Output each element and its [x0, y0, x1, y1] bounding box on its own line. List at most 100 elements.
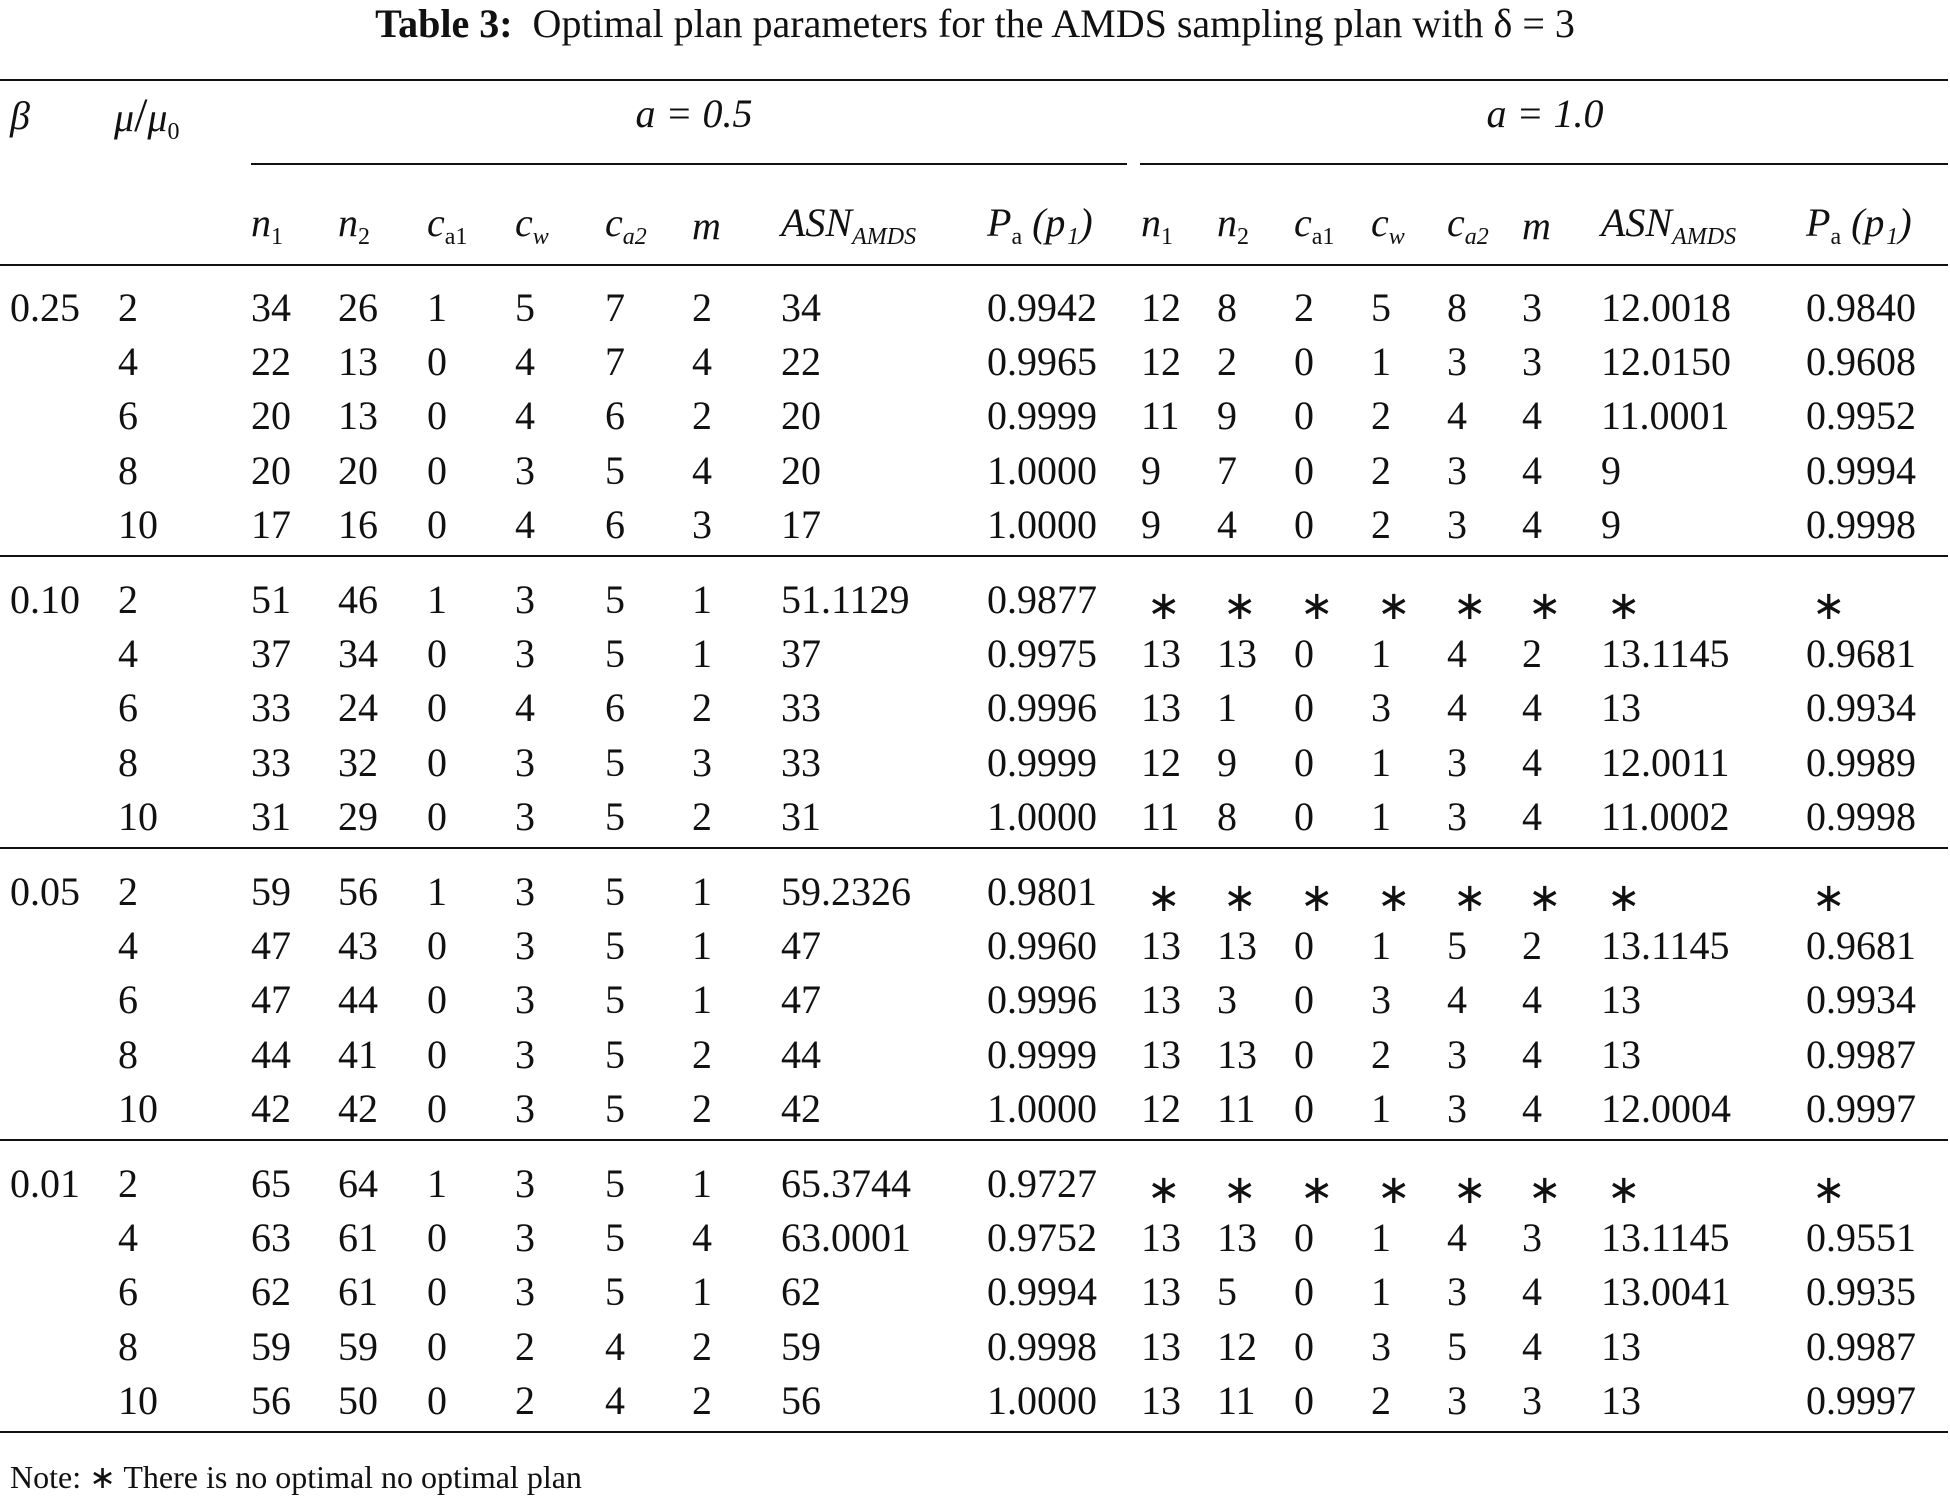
table-cell: 0: [427, 501, 447, 547]
table-cell: ∗: [1453, 583, 1487, 628]
table-cell: 0.9999: [987, 1031, 1097, 1077]
table-cell: 3: [1447, 1085, 1467, 1131]
table-cell: 2: [1371, 447, 1391, 493]
table-cell: 5: [605, 739, 625, 785]
table-cell: 6: [118, 685, 138, 731]
table-cell: 61: [338, 1215, 378, 1261]
table-cell: 12: [1141, 739, 1181, 785]
table-cell: ∗: [1377, 875, 1411, 920]
table-cell: 1: [692, 977, 712, 1023]
column-tail: (p₁): [1841, 200, 1912, 245]
table-cell: ∗: [1528, 583, 1562, 628]
table-cell: 1: [1371, 739, 1391, 785]
table-cell: 2: [1522, 923, 1542, 969]
table-cell: 13: [1141, 977, 1181, 1023]
table-cell: 2: [1371, 393, 1391, 439]
table-cell: 2: [692, 1377, 712, 1423]
table-cell: 0: [1294, 501, 1314, 547]
table-cell: 64: [338, 1161, 378, 1206]
table-cell: ∗: [1147, 583, 1181, 628]
table-cell: 0.9551: [1806, 1215, 1916, 1261]
table-cell: 5: [605, 1085, 625, 1131]
table-cell: 62: [781, 1269, 821, 1315]
table-cell: 37: [251, 631, 291, 677]
table-cell: ∗: [1453, 875, 1487, 920]
column-base: m: [692, 203, 721, 248]
table-cell: 3: [1447, 1269, 1467, 1315]
table-cell: 0: [427, 1031, 447, 1077]
table-cell: 0: [1294, 793, 1314, 839]
table-cell: 0: [1294, 1323, 1314, 1369]
table-cell: 2: [692, 685, 712, 731]
table-cell: 1: [692, 923, 712, 969]
table-cell: 5: [605, 869, 625, 914]
table-cell: 0.9975: [987, 631, 1097, 677]
table-cell: 5: [1217, 1269, 1237, 1315]
table-cell: 24: [338, 685, 378, 731]
table-cell: 0: [427, 923, 447, 969]
table-cell: 0.9999: [987, 739, 1097, 785]
table-cell: 13: [1141, 923, 1181, 969]
column-header: ca2: [1447, 200, 1489, 250]
column-sub: a2: [1464, 224, 1489, 250]
column-header: ca1: [1294, 203, 1334, 250]
column-header: ASNAMDS: [781, 203, 916, 250]
table-cell: 2: [692, 1323, 712, 1369]
column-sub: a1: [444, 224, 468, 250]
table-cell: ∗: [1528, 1167, 1562, 1212]
table-cell: 22: [781, 339, 821, 385]
table-cell: 2: [692, 285, 712, 330]
table-cell: 10: [118, 793, 158, 839]
column-base: c: [427, 200, 445, 245]
table-cell: ∗: [1453, 1167, 1487, 1212]
column-header: ca1: [427, 200, 468, 250]
table-cell: 59: [338, 1323, 378, 1369]
table-cell: 0.9998: [987, 1323, 1097, 1369]
table-cell: 1: [1371, 1269, 1391, 1315]
column-base: c: [515, 200, 533, 245]
table-cell: 0.9994: [1806, 447, 1916, 493]
table-cell: 3: [1447, 447, 1467, 493]
table-cell: 4: [1447, 685, 1467, 731]
table-cell: 0: [427, 447, 447, 493]
table-cell: 59: [251, 869, 291, 914]
table-cell: 4: [1447, 1215, 1467, 1261]
table-cell: 13: [1217, 631, 1257, 677]
beta-cell: 0.10: [10, 577, 80, 622]
table-cell: 0: [1294, 1085, 1314, 1131]
table-cell: 1.0000: [987, 447, 1097, 493]
table-cell: 1: [427, 869, 447, 914]
table-cell: 44: [251, 1031, 291, 1077]
table-cell: 4: [1522, 447, 1542, 493]
rule: [251, 163, 1127, 165]
table-cell: 3: [1447, 339, 1467, 385]
table-cell: 1: [427, 1161, 447, 1206]
table-cell: 0.9934: [1806, 977, 1916, 1023]
table-cell: 4: [1522, 1085, 1542, 1131]
column-base: c: [1447, 200, 1465, 245]
column-base: c: [605, 200, 623, 245]
table-cell: 0: [1294, 631, 1314, 677]
table-cell: 11: [1217, 1085, 1256, 1131]
table-cell: 0.9934: [1806, 685, 1916, 731]
table-cell: 5: [605, 447, 625, 493]
rule: [0, 846, 1948, 849]
table-cell: 1: [427, 285, 447, 330]
table-cell: 11: [1217, 1377, 1256, 1423]
table-cell: 0.9727: [987, 1161, 1097, 1206]
table-cell: 0: [1294, 1377, 1314, 1423]
column-base: n: [251, 200, 271, 245]
column-sub: 1: [1161, 224, 1173, 250]
table-cell: ∗: [1377, 1167, 1411, 1212]
table-cell: 6: [118, 977, 138, 1023]
table-cell: 3: [515, 1085, 535, 1131]
table-cell: 1.0000: [987, 793, 1097, 839]
table-cell: 4: [692, 1215, 712, 1261]
table-cell: 3: [515, 923, 535, 969]
table-cell: 3: [1217, 977, 1237, 1023]
table-cell: 0: [1294, 923, 1314, 969]
column-base: n: [1217, 200, 1237, 245]
table-cell: 0.9877: [987, 577, 1097, 622]
table-cell: 0.9987: [1806, 1031, 1916, 1077]
table-cell: 0: [427, 977, 447, 1023]
